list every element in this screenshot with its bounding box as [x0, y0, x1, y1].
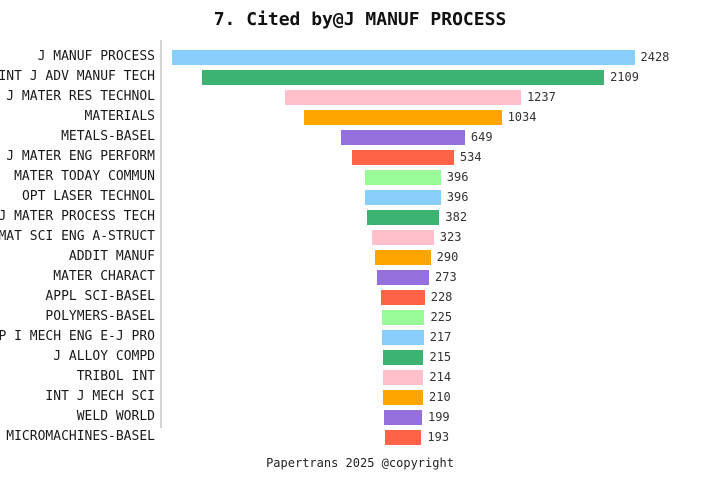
bar-row: MATERIALS 1034 — [0, 107, 720, 127]
category-label: MATERIALS — [84, 109, 155, 124]
category-label: MAT SCI ENG A-STRUCT — [0, 229, 155, 244]
bar — [382, 329, 424, 345]
category-label: J MATER PROCESS TECH — [0, 209, 155, 224]
bar — [366, 209, 440, 225]
category-label: ADDIT MANUF — [68, 249, 155, 264]
bar-row: INT J ADV MANUF TECH 2109 — [0, 67, 720, 87]
bar — [285, 89, 521, 105]
bar — [381, 309, 425, 325]
bar-row: TRIBOL INT 214 — [0, 367, 720, 387]
category-label: J MATER RES TECHNOL — [6, 89, 155, 104]
category-label: INT J MECH SCI — [45, 389, 155, 404]
value-label: 225 — [430, 310, 453, 324]
value-label: 323 — [439, 230, 462, 244]
category-label: MATER CHARACT — [53, 269, 155, 284]
category-label: MATER TODAY COMMUN — [14, 169, 155, 184]
category-label: APPL SCI-BASEL — [45, 289, 155, 304]
bar-row: J ALLOY COMPD 215 — [0, 347, 720, 367]
value-label: 215 — [429, 350, 452, 364]
value-label: 534 — [459, 150, 482, 164]
bar-row: METALS-BASEL 649 — [0, 127, 720, 147]
value-label: 1034 — [507, 110, 537, 124]
bar — [365, 189, 441, 205]
bar — [171, 49, 635, 65]
value-label: 2109 — [610, 70, 639, 84]
category-label: INT J ADV MANUF TECH — [0, 69, 155, 84]
category-label: MICROMACHINES-BASEL — [6, 429, 155, 444]
category-label: OPT LASER TECHNOL — [21, 189, 155, 204]
bar — [384, 429, 422, 445]
category-label: J ALLOY COMPD — [53, 349, 155, 364]
value-label: 382 — [445, 210, 468, 224]
category-label: TRIBOL INT — [76, 369, 155, 384]
value-label: 396 — [446, 190, 469, 204]
bar — [201, 69, 605, 85]
value-label: 228 — [430, 290, 453, 304]
bar-row: J MATER ENG PERFORM 534 — [0, 147, 720, 167]
bar — [384, 409, 422, 425]
bar-row: MATER CHARACT 273 — [0, 267, 720, 287]
bar-row: OPT LASER TECHNOL 396 — [0, 187, 720, 207]
bar — [304, 109, 502, 125]
value-label: 199 — [427, 410, 450, 424]
bar-row: J MATER RES TECHNOL 1237 — [0, 87, 720, 107]
bar-row: P I MECH ENG E-J PRO 217 — [0, 327, 720, 347]
bar — [376, 269, 430, 285]
category-label: METALS-BASEL — [61, 129, 155, 144]
bar-row: WELD WORLD 199 — [0, 407, 720, 427]
bar-row: MAT SCI ENG A-STRUCT 323 — [0, 227, 720, 247]
value-label: 217 — [429, 330, 452, 344]
bar — [341, 129, 465, 145]
bar-row: INT J MECH SCI 210 — [0, 387, 720, 407]
category-label: POLYMERS-BASEL — [45, 309, 155, 324]
bar-row: APPL SCI-BASEL 228 — [0, 287, 720, 307]
bar — [372, 229, 434, 245]
bar-row: POLYMERS-BASEL 225 — [0, 307, 720, 327]
bar-row: ADDIT MANUF 290 — [0, 247, 720, 267]
value-label: 290 — [436, 250, 459, 264]
category-label: WELD WORLD — [76, 409, 155, 424]
bar-row: J MATER PROCESS TECH 382 — [0, 207, 720, 227]
value-label: 273 — [435, 270, 457, 284]
bar-row: MICROMACHINES-BASEL 193 — [0, 427, 720, 447]
value-label: 2428 — [640, 50, 670, 64]
value-label: 396 — [446, 170, 469, 184]
bar — [382, 389, 423, 405]
category-label: J MANUF PROCESS — [37, 49, 155, 64]
value-label: 193 — [427, 430, 450, 444]
value-label: 210 — [429, 390, 451, 404]
value-label: 1237 — [526, 90, 556, 104]
bar — [381, 289, 425, 305]
category-label: P I MECH ENG E-J PRO — [0, 329, 155, 344]
value-label: 214 — [429, 370, 452, 384]
bar — [375, 249, 431, 265]
bar — [365, 169, 441, 185]
bar — [352, 149, 454, 165]
chart-title: 7. Cited by@J MANUF PROCESS — [213, 9, 507, 30]
bar-row: J MANUF PROCESS 2428 — [0, 47, 720, 67]
category-label: J MATER ENG PERFORM — [6, 149, 155, 164]
value-label: 649 — [470, 130, 493, 144]
copyright-footer: Papertrans 2025 @copyright — [266, 456, 454, 470]
y-axis-line — [160, 40, 162, 428]
bar-row: MATER TODAY COMMUN 396 — [0, 167, 720, 187]
bar — [382, 369, 424, 385]
bar — [382, 349, 424, 365]
